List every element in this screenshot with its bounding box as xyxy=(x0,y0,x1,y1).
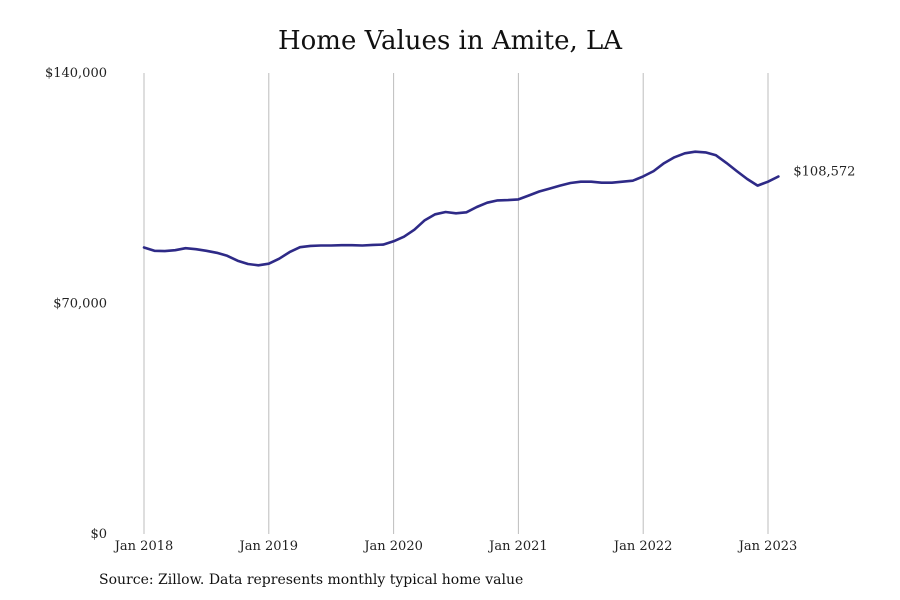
y-tick-label: $0 xyxy=(90,527,107,542)
x-tick-label: Jan 2022 xyxy=(612,539,673,554)
y-axis: $0 $70,000 $140,000 xyxy=(45,66,107,542)
grid-lines xyxy=(143,73,769,534)
y-tick-label: $140,000 xyxy=(45,66,107,81)
x-tick-label: Jan 2020 xyxy=(362,539,423,554)
x-tick-label: Jan 2019 xyxy=(238,539,299,554)
x-tick-label: Jan 2018 xyxy=(113,539,174,554)
source-note: Source: Zillow. Data represents monthly … xyxy=(99,572,524,588)
home-value-line xyxy=(142,150,780,267)
y-tick-label: $70,000 xyxy=(53,297,107,312)
x-axis: Jan 2018 Jan 2019 Jan 2020 Jan 2021 Jan 2022… xyxy=(113,539,798,554)
chart-title: Home Values in Amite, LA xyxy=(277,26,623,56)
x-tick-label: Jan 2023 xyxy=(737,539,798,554)
end-value-label: $108,572 xyxy=(793,164,855,179)
x-tick-label: Jan 2021 xyxy=(487,539,548,554)
